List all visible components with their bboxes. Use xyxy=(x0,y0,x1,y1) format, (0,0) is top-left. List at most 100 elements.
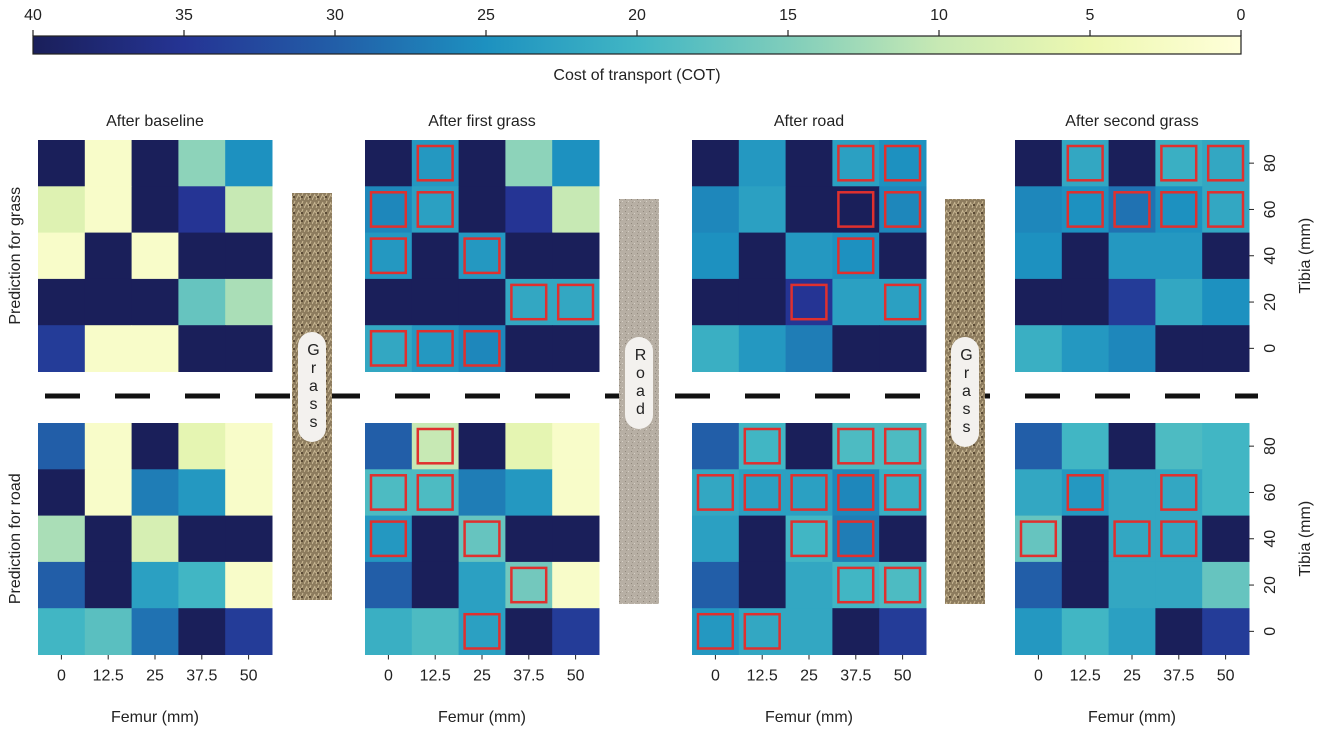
heatmap-cell xyxy=(692,233,739,280)
heatmap-cell xyxy=(38,279,85,326)
heatmap-cell xyxy=(132,469,179,516)
y-tick-label: 60 xyxy=(1262,200,1279,218)
heatmap-cell xyxy=(365,608,412,655)
heatmap-cell xyxy=(692,140,739,187)
y-tick-label: 0 xyxy=(1262,344,1279,353)
heatmap-cell xyxy=(786,140,833,187)
heatmap-cell xyxy=(739,279,786,326)
colorbar-label: Cost of transport (COT) xyxy=(553,67,720,84)
y-tick-label: 20 xyxy=(1262,293,1279,311)
heatmap-cell xyxy=(38,233,85,280)
heatmap-cell xyxy=(1109,140,1156,187)
heatmap-cell xyxy=(552,469,599,516)
heatmap-cell xyxy=(225,233,272,280)
heatmap-cell xyxy=(365,562,412,609)
heatmap-cell xyxy=(832,608,879,655)
heatmap-cell xyxy=(85,562,132,609)
heatmap-cell xyxy=(552,233,599,280)
heatmap-cell xyxy=(692,279,739,326)
heatmap-cell xyxy=(1062,233,1109,280)
heatmap-cell xyxy=(85,469,132,516)
heatmap-cell xyxy=(225,608,272,655)
heatmap-cell xyxy=(786,186,833,233)
y-tick-label: 20 xyxy=(1262,576,1279,594)
heatmap-cell xyxy=(178,469,225,516)
heatmap-cell xyxy=(412,279,459,326)
heatmap-cell xyxy=(1202,516,1249,563)
heatmap-cell xyxy=(85,233,132,280)
heatmap-cell xyxy=(692,562,739,609)
heatmap-cell xyxy=(132,233,179,280)
heatmap-cell xyxy=(505,469,552,516)
colorbar-tick-label: 10 xyxy=(930,7,948,24)
heatmap-cell xyxy=(1062,423,1109,470)
heatmap-cell xyxy=(225,469,272,516)
heatmap-cell xyxy=(739,140,786,187)
heatmap-cell xyxy=(1155,279,1202,326)
x-tick-label: 0 xyxy=(57,668,66,685)
panel-title: After baseline xyxy=(106,113,204,130)
heatmap-cell xyxy=(38,516,85,563)
heatmap-cell xyxy=(459,140,506,187)
heatmap-cell xyxy=(178,423,225,470)
surface-label: Road xyxy=(625,337,653,429)
heatmap-cell xyxy=(786,233,833,280)
x-tick-label: 12.5 xyxy=(1070,668,1101,685)
heatmap-cell xyxy=(739,516,786,563)
heatmap-cell xyxy=(832,279,879,326)
heatmap-cell xyxy=(178,325,225,372)
heatmap-cell xyxy=(786,562,833,609)
heatmap-cell xyxy=(1062,279,1109,326)
colorbar-tick-label: 15 xyxy=(779,7,797,24)
heatmap-cell xyxy=(459,186,506,233)
heatmap-cell xyxy=(412,608,459,655)
x-tick-label: 37.5 xyxy=(840,668,871,685)
figure: Cost of transport (COT) 4035302520151050… xyxy=(0,0,1328,731)
row-label: Prediction for road xyxy=(7,473,24,604)
x-tick-label: 37.5 xyxy=(186,668,217,685)
heatmap-cell xyxy=(85,516,132,563)
heatmap-cell xyxy=(38,186,85,233)
heatmap-cell xyxy=(178,140,225,187)
heatmap-cell xyxy=(1109,469,1156,516)
heatmap-cell xyxy=(505,186,552,233)
heatmap-cell xyxy=(459,469,506,516)
heatmap-cell xyxy=(85,140,132,187)
x-tick-label: 37.5 xyxy=(513,668,544,685)
heatmap-cell xyxy=(132,608,179,655)
x-tick-label: 12.5 xyxy=(93,668,124,685)
y-tick-label: 0 xyxy=(1262,627,1279,636)
heatmap-cell xyxy=(412,562,459,609)
heatmap-cell xyxy=(1155,233,1202,280)
heatmap-cell xyxy=(1015,233,1062,280)
heatmap-cell xyxy=(1109,562,1156,609)
heatmap-cell xyxy=(552,423,599,470)
heatmap-cell xyxy=(365,423,412,470)
x-tick-label: 50 xyxy=(1217,668,1235,685)
heatmap-cell xyxy=(85,423,132,470)
heatmap-cell xyxy=(1109,233,1156,280)
heatmap-cell xyxy=(505,608,552,655)
heatmap-cell xyxy=(412,516,459,563)
x-tick-label: 25 xyxy=(146,668,164,685)
y-tick-label: 60 xyxy=(1262,483,1279,501)
heatmap-cell xyxy=(225,279,272,326)
heatmap-cell xyxy=(1202,562,1249,609)
heatmap-cell xyxy=(1202,608,1249,655)
heatmap-cell xyxy=(1015,279,1062,326)
heatmap-cell xyxy=(85,325,132,372)
row-label: Prediction for grass xyxy=(7,187,24,325)
heatmap-cell xyxy=(1015,325,1062,372)
heatmap-cell xyxy=(786,423,833,470)
heatmap-cell xyxy=(832,325,879,372)
heatmap-cell xyxy=(1015,423,1062,470)
heatmap-cell xyxy=(178,233,225,280)
heatmap-cell xyxy=(412,233,459,280)
x-tick-label: 0 xyxy=(384,668,393,685)
x-tick-label: 12.5 xyxy=(420,668,451,685)
heatmap-cell xyxy=(552,186,599,233)
surface-label: Grass xyxy=(951,337,979,447)
heatmap-cell xyxy=(1062,325,1109,372)
heatmap-cell xyxy=(739,186,786,233)
heatmap-cell xyxy=(786,325,833,372)
